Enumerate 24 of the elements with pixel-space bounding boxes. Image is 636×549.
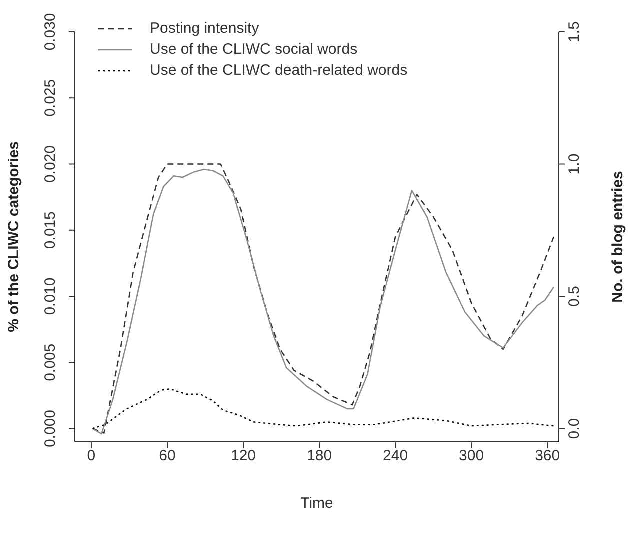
legend-label: Use of the CLIWC social words [150, 40, 358, 60]
legend-label: Posting intensity [150, 19, 260, 39]
x-tick-label: 300 [459, 448, 484, 465]
y2-tick-label: 1.0 [566, 154, 583, 175]
x-tick-label: 180 [307, 448, 332, 465]
x-tick-label: 60 [159, 448, 176, 465]
x-tick-label: 120 [230, 448, 256, 465]
legend-label: Use of the CLIWC death-related words [150, 61, 408, 81]
y-tick-label: 0.020 [42, 145, 59, 184]
y2-tick-label: 0.5 [566, 286, 583, 307]
y-tick-label: 0.025 [42, 79, 59, 117]
x-tick-label: 240 [383, 448, 408, 465]
x-tick-label: 0 [87, 448, 96, 465]
y-tick-label: 0.005 [42, 344, 59, 382]
y-tick-label: 0.015 [42, 212, 59, 250]
x-tick-label: 360 [535, 448, 560, 465]
x-axis-title: Time [300, 495, 334, 512]
y2-tick-label: 0.0 [566, 418, 583, 440]
y2-tick-label: 1.5 [566, 22, 583, 42]
line-series [92, 388, 555, 430]
y-tick-label: 0.010 [42, 278, 59, 316]
y2-axis-title: No. of blog entries [609, 171, 626, 303]
y-tick-label: 0.030 [42, 13, 59, 51]
y-tick-label: 0.000 [42, 410, 59, 448]
